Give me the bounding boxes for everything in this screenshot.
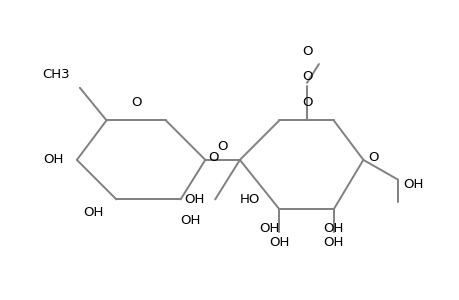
- Text: OH: OH: [323, 222, 343, 235]
- Text: O: O: [301, 45, 312, 58]
- Text: O: O: [301, 97, 312, 110]
- Text: OH: OH: [402, 178, 422, 191]
- Text: OH: OH: [269, 236, 289, 249]
- Text: OH: OH: [44, 153, 64, 167]
- Text: O: O: [208, 152, 218, 164]
- Text: O: O: [131, 97, 141, 110]
- Text: OH: OH: [184, 193, 204, 206]
- Text: HO: HO: [239, 193, 260, 206]
- Text: OH: OH: [83, 206, 103, 219]
- Text: OH: OH: [259, 222, 279, 235]
- Text: O: O: [301, 70, 312, 83]
- Text: OH: OH: [180, 214, 201, 227]
- Text: OH: OH: [323, 236, 343, 249]
- Text: O: O: [216, 140, 227, 153]
- Text: CH3: CH3: [42, 68, 70, 81]
- Text: O: O: [368, 152, 378, 164]
